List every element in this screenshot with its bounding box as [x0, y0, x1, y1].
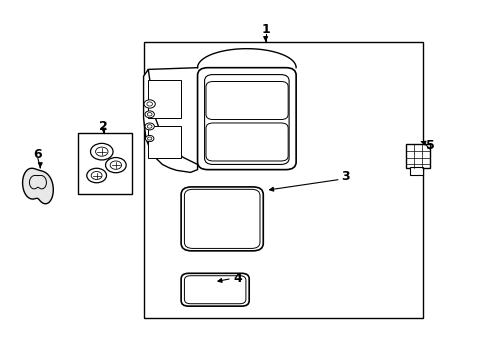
- Text: 3: 3: [341, 170, 349, 183]
- Circle shape: [86, 168, 106, 183]
- Circle shape: [146, 102, 152, 106]
- FancyBboxPatch shape: [197, 68, 296, 170]
- Circle shape: [95, 147, 108, 156]
- Text: 4: 4: [233, 272, 242, 285]
- Circle shape: [90, 143, 113, 160]
- Circle shape: [91, 171, 102, 180]
- FancyBboxPatch shape: [204, 75, 288, 165]
- Bar: [409, 167, 423, 175]
- Circle shape: [110, 161, 122, 169]
- FancyBboxPatch shape: [181, 273, 249, 306]
- FancyBboxPatch shape: [205, 123, 287, 161]
- Circle shape: [144, 111, 154, 118]
- Circle shape: [144, 100, 155, 108]
- Polygon shape: [22, 168, 53, 204]
- Bar: [406, 144, 429, 168]
- FancyBboxPatch shape: [184, 189, 260, 248]
- FancyBboxPatch shape: [181, 187, 263, 251]
- Text: 5: 5: [425, 139, 433, 152]
- Circle shape: [147, 137, 151, 140]
- Circle shape: [145, 135, 154, 141]
- Polygon shape: [143, 69, 197, 172]
- Bar: [148, 80, 181, 118]
- FancyBboxPatch shape: [205, 81, 287, 120]
- Bar: [78, 133, 132, 194]
- Circle shape: [144, 123, 154, 130]
- Text: 2: 2: [99, 120, 108, 133]
- Text: 6: 6: [34, 148, 42, 161]
- Text: 1: 1: [261, 23, 269, 36]
- Circle shape: [147, 113, 152, 116]
- Bar: [143, 42, 422, 318]
- Circle shape: [147, 125, 152, 128]
- FancyBboxPatch shape: [184, 276, 245, 304]
- Circle shape: [105, 158, 126, 173]
- Bar: [148, 126, 181, 158]
